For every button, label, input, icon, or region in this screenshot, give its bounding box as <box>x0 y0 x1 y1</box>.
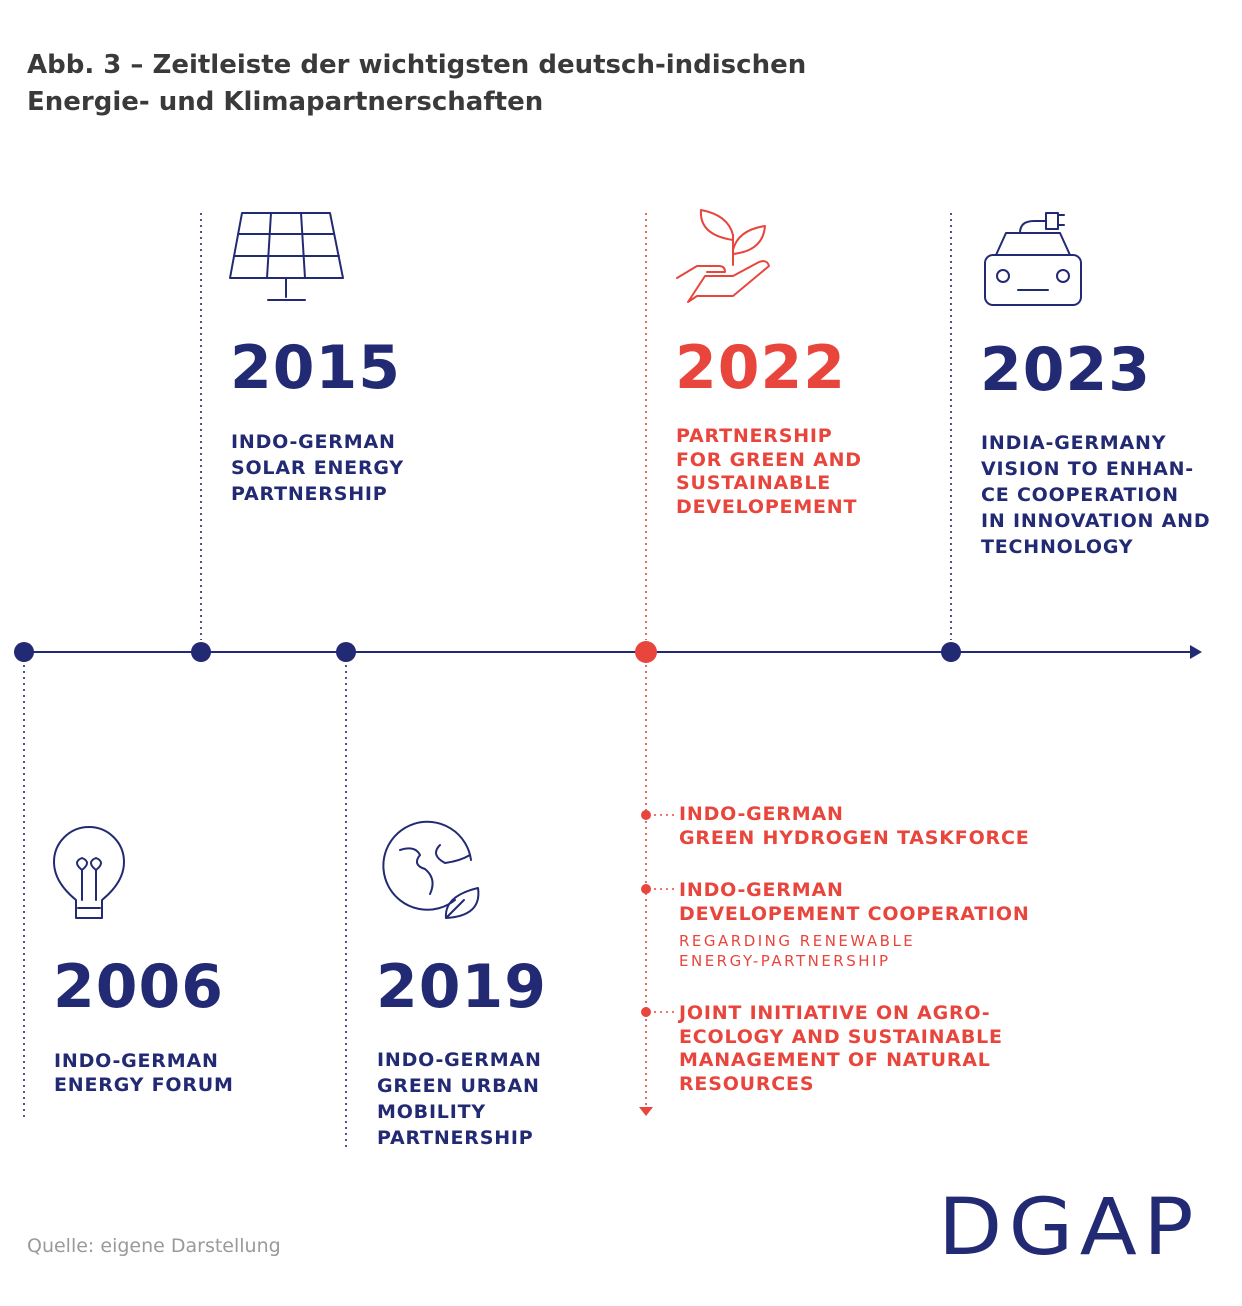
event-label: ENERGY FORUM <box>54 1074 234 1096</box>
item-note: ENERGY-PARTNERSHIP <box>679 952 891 970</box>
timeline-dot <box>336 642 356 662</box>
event-label: MOBILITY <box>377 1101 486 1123</box>
item-dot <box>641 884 651 894</box>
item-label: GREEN HYDROGEN TASKFORCE <box>679 827 1029 849</box>
event-label: IN INNOVATION AND <box>981 510 1210 532</box>
item-label: DEVELOPEMENT COOPERATION <box>679 903 1030 925</box>
item-label: JOINT INITIATIVE ON AGRO- <box>677 1002 990 1024</box>
year: 2023 <box>980 335 1151 405</box>
timeline-dot <box>191 642 211 662</box>
logo: DGAP <box>938 1183 1200 1273</box>
event-label: FOR GREEN AND <box>676 449 862 471</box>
electric-car-icon <box>984 212 1082 306</box>
event-label: PARTNERSHIP <box>231 483 388 505</box>
item-label: MANAGEMENT OF NATURAL <box>679 1049 991 1071</box>
item-note: REGARDING RENEWABLE <box>679 932 915 950</box>
source: Quelle: eigene Darstellung <box>27 1235 281 1257</box>
event-label: INDO-GERMAN <box>54 1050 219 1072</box>
axis-arrow <box>1190 645 1202 659</box>
solar-panel-icon <box>229 212 344 301</box>
item-label: INDO-GERMAN <box>679 879 844 901</box>
event-label: INDO-GERMAN <box>377 1049 542 1071</box>
item-dot <box>641 810 651 820</box>
event-label: SOLAR ENERGY <box>231 457 404 479</box>
globe-icon <box>382 820 480 919</box>
event-label: INDIA-GERMANY <box>981 432 1166 454</box>
title: Abb. 3 – Zeitleiste der wichtigsten deut… <box>27 50 806 80</box>
year: 2015 <box>230 333 401 403</box>
timeline-dot <box>635 641 657 663</box>
timeline-dot <box>14 642 34 662</box>
plant-hand-icon <box>676 209 770 303</box>
timeline-dot <box>941 642 961 662</box>
title: Energie- und Klimapartnerschaften <box>27 87 543 117</box>
down-arrow <box>639 1107 653 1116</box>
event-label: PARTNERSHIP <box>377 1127 534 1149</box>
lightbulb-icon <box>53 826 125 919</box>
year: 2022 <box>675 333 846 403</box>
item-label: INDO-GERMAN <box>679 803 844 825</box>
event-label: VISION TO ENHAN- <box>981 458 1194 480</box>
event-label: INDO-GERMAN <box>231 431 396 453</box>
event-label: DEVELOPEMENT <box>676 496 857 518</box>
event-label: SUSTAINABLE <box>676 472 831 494</box>
year: 2006 <box>53 952 224 1022</box>
event-label: CE COOPERATION <box>981 484 1179 506</box>
item-label: RESOURCES <box>679 1073 814 1095</box>
item-label: ECOLOGY AND SUSTAINABLE <box>679 1026 1003 1048</box>
year: 2019 <box>376 952 547 1022</box>
event-label: TECHNOLOGY <box>981 536 1133 558</box>
event-label: PARTNERSHIP <box>676 425 833 447</box>
item-dot <box>641 1007 651 1017</box>
event-label: GREEN URBAN <box>377 1075 540 1097</box>
